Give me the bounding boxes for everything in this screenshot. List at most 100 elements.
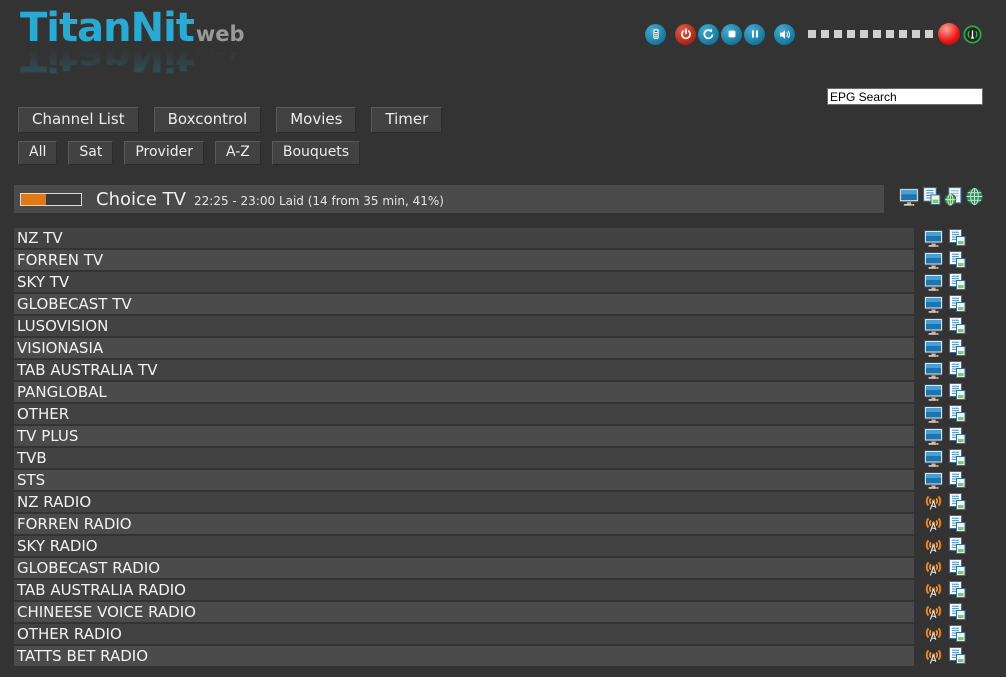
pause-icon[interactable] xyxy=(744,23,765,45)
epg-icon[interactable] xyxy=(947,338,967,358)
radio-icon[interactable] xyxy=(923,558,944,578)
radio-icon[interactable] xyxy=(923,492,944,512)
tv-icon[interactable] xyxy=(923,382,944,402)
epg-icon[interactable] xyxy=(947,448,967,468)
channel-bar[interactable]: TVB xyxy=(14,448,914,468)
channel-bar[interactable]: NZ TV xyxy=(14,228,914,248)
volume-segment[interactable] xyxy=(925,30,933,38)
channel-bar[interactable]: GLOBECAST TV xyxy=(14,294,914,314)
volume-segment[interactable] xyxy=(873,30,881,38)
stop-icon[interactable] xyxy=(721,23,742,45)
nav-timer-button[interactable]: Timer xyxy=(371,107,443,133)
radio-icon[interactable] xyxy=(923,624,944,644)
nav-channel-list-button[interactable]: Channel List xyxy=(18,107,139,133)
channel-bar[interactable]: GLOBECAST RADIO xyxy=(14,558,914,578)
epg-search-input[interactable] xyxy=(827,88,983,105)
epg-icon[interactable] xyxy=(947,426,967,446)
radio-icon[interactable] xyxy=(923,580,944,600)
epg-icon[interactable] xyxy=(947,360,967,380)
nav-movies-button[interactable]: Movies xyxy=(276,107,357,133)
volume-segment[interactable] xyxy=(912,30,920,38)
stream-file-icon[interactable] xyxy=(943,186,964,207)
channel-bar[interactable]: SKY TV xyxy=(14,272,914,292)
volume-segment[interactable] xyxy=(821,30,829,38)
epg-icon[interactable] xyxy=(921,186,942,207)
tv-icon[interactable] xyxy=(923,316,944,336)
tv-icon[interactable] xyxy=(898,186,920,207)
tv-icon[interactable] xyxy=(923,272,944,292)
epg-icon[interactable] xyxy=(947,382,967,402)
epg-icon[interactable] xyxy=(947,646,967,666)
epg-icon[interactable] xyxy=(947,580,967,600)
epg-icon[interactable] xyxy=(947,536,967,556)
epg-icon[interactable] xyxy=(947,228,967,248)
epg-icon[interactable] xyxy=(947,250,967,270)
channel-bar[interactable]: VISIONASIA xyxy=(14,338,914,358)
nav-boxcontrol-button[interactable]: Boxcontrol xyxy=(153,107,262,133)
channel-bar[interactable]: OTHER RADIO xyxy=(14,624,914,644)
radio-icon[interactable] xyxy=(923,646,944,666)
volume-segment[interactable] xyxy=(847,30,855,38)
volume-level[interactable] xyxy=(803,30,933,38)
power-icon[interactable] xyxy=(675,23,696,45)
filter-provider-button[interactable]: Provider xyxy=(124,141,204,165)
tv-icon[interactable] xyxy=(923,448,944,468)
tv-icon[interactable] xyxy=(923,426,944,446)
channel-bar[interactable]: SKY RADIO xyxy=(14,536,914,556)
tv-icon[interactable] xyxy=(923,360,944,380)
remote-icon[interactable] xyxy=(645,23,666,45)
epg-icon[interactable] xyxy=(947,294,967,314)
filter-bouquets-button[interactable]: Bouquets xyxy=(271,141,361,165)
epg-icon[interactable] xyxy=(947,470,967,490)
channel-bar[interactable]: TAB AUSTRALIA RADIO xyxy=(14,580,914,600)
epg-icon[interactable] xyxy=(947,514,967,534)
channel-row: VISIONASIA xyxy=(14,338,967,358)
radio-icon[interactable] xyxy=(923,602,944,622)
channel-list: NZ TV FORREN TV xyxy=(14,228,967,668)
channel-bar[interactable]: PANGLOBAL xyxy=(14,382,914,402)
channel-bar[interactable]: FORREN RADIO xyxy=(14,514,914,534)
tv-icon[interactable] xyxy=(923,338,944,358)
epg-icon[interactable] xyxy=(947,624,967,644)
filter-az-button[interactable]: A-Z xyxy=(214,141,261,165)
filter-all-button[interactable]: All xyxy=(18,141,58,165)
radio-icon[interactable] xyxy=(923,536,944,556)
channel-bar[interactable]: OTHER xyxy=(14,404,914,424)
volume-segment[interactable] xyxy=(808,30,816,38)
epg-icon[interactable] xyxy=(947,316,967,336)
channel-bar[interactable]: TATTS BET RADIO xyxy=(14,646,914,666)
volume-icon[interactable] xyxy=(774,23,795,45)
channel-bar[interactable]: NZ RADIO xyxy=(14,492,914,512)
tv-icon[interactable] xyxy=(923,294,944,314)
epg-icon[interactable] xyxy=(947,558,967,578)
channel-bar[interactable]: TV PLUS xyxy=(14,426,914,446)
volume-segment[interactable] xyxy=(860,30,868,38)
channel-bar[interactable]: CHINEESE VOICE RADIO xyxy=(14,602,914,622)
epg-icon[interactable] xyxy=(947,492,967,512)
volume-segment[interactable] xyxy=(834,30,842,38)
channel-row: TV PLUS xyxy=(14,426,967,446)
channel-label: CHINEESE VOICE RADIO xyxy=(17,603,196,621)
tv-icon[interactable] xyxy=(923,470,944,490)
epg-icon[interactable] xyxy=(947,404,967,424)
channel-bar[interactable]: TAB AUSTRALIA TV xyxy=(14,360,914,380)
refresh-icon[interactable] xyxy=(698,23,719,45)
radio-icon[interactable] xyxy=(923,514,944,534)
tv-icon[interactable] xyxy=(923,250,944,270)
volume-segment[interactable] xyxy=(886,30,894,38)
channel-label: OTHER xyxy=(17,405,70,423)
epg-icon[interactable] xyxy=(947,602,967,622)
channel-bar[interactable]: STS xyxy=(14,470,914,490)
channel-label: VISIONASIA xyxy=(17,339,104,357)
channel-bar[interactable]: LUSOVISION xyxy=(14,316,914,336)
channel-row: SKY TV xyxy=(14,272,967,292)
web-icon[interactable] xyxy=(965,187,984,206)
epg-icon[interactable] xyxy=(947,272,967,292)
volume-segment[interactable] xyxy=(899,30,907,38)
filter-sat-button[interactable]: Sat xyxy=(68,141,114,165)
tv-icon[interactable] xyxy=(923,228,944,248)
record-icon[interactable] xyxy=(938,23,960,45)
signal-icon[interactable] xyxy=(963,24,982,44)
channel-bar[interactable]: FORREN TV xyxy=(14,250,914,270)
tv-icon[interactable] xyxy=(923,404,944,424)
